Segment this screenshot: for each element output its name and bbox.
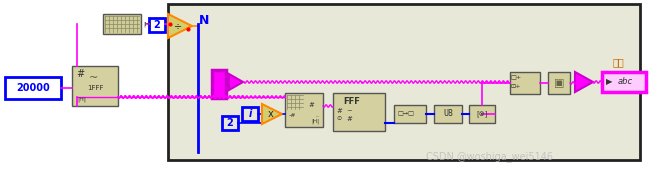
Text: |H|: |H|	[77, 96, 87, 102]
Text: ⊙: ⊙	[337, 116, 342, 122]
Text: #: #	[76, 69, 84, 79]
Text: ~: ~	[89, 73, 98, 83]
Text: [⊗]: [⊗]	[476, 111, 487, 117]
Bar	[434, 105, 462, 123]
Bar	[149, 18, 165, 32]
Text: abc: abc	[618, 77, 633, 87]
Bar	[103, 14, 141, 34]
Text: □→□: □→□	[398, 111, 415, 116]
Bar	[242, 107, 258, 121]
Text: ▣: ▣	[554, 78, 564, 88]
Bar	[510, 72, 540, 94]
Bar	[394, 105, 426, 123]
Text: -#: -#	[288, 113, 296, 118]
Text: □+: □+	[510, 76, 522, 81]
Text: ~: ~	[346, 108, 352, 114]
Text: ⊡+: ⊡+	[511, 83, 522, 89]
Text: ▶: ▶	[606, 77, 613, 87]
Text: N: N	[199, 14, 209, 27]
Text: CSDN @woshiga_wei5146: CSDN @woshiga_wei5146	[426, 152, 554, 162]
Bar	[469, 105, 495, 123]
Text: 2: 2	[226, 118, 234, 128]
Text: ..: ..	[315, 113, 319, 118]
Text: 20000: 20000	[16, 83, 50, 93]
Text: x: x	[268, 109, 274, 119]
Text: 输出: 输出	[612, 57, 624, 67]
Bar	[72, 66, 118, 106]
Text: #: #	[336, 108, 342, 114]
Bar	[222, 116, 238, 130]
Text: 1FFF: 1FFF	[87, 85, 103, 91]
Bar	[333, 93, 385, 131]
Bar	[168, 4, 640, 160]
Text: ÷: ÷	[174, 21, 182, 31]
Bar	[285, 93, 323, 127]
Text: #: #	[346, 116, 352, 122]
Bar	[5, 77, 61, 99]
Text: #: #	[309, 102, 314, 108]
Text: 2: 2	[154, 20, 160, 30]
Text: FFF: FFF	[343, 96, 360, 106]
Text: U8: U8	[443, 109, 453, 119]
Bar	[212, 70, 226, 98]
Text: i: i	[249, 109, 252, 119]
Text: |H|: |H|	[312, 118, 319, 124]
Polygon shape	[575, 72, 593, 92]
Text: |H|: |H|	[143, 21, 151, 27]
Polygon shape	[168, 14, 192, 38]
Bar	[602, 72, 646, 92]
Polygon shape	[262, 104, 282, 124]
Polygon shape	[229, 74, 243, 90]
Bar	[548, 72, 570, 94]
